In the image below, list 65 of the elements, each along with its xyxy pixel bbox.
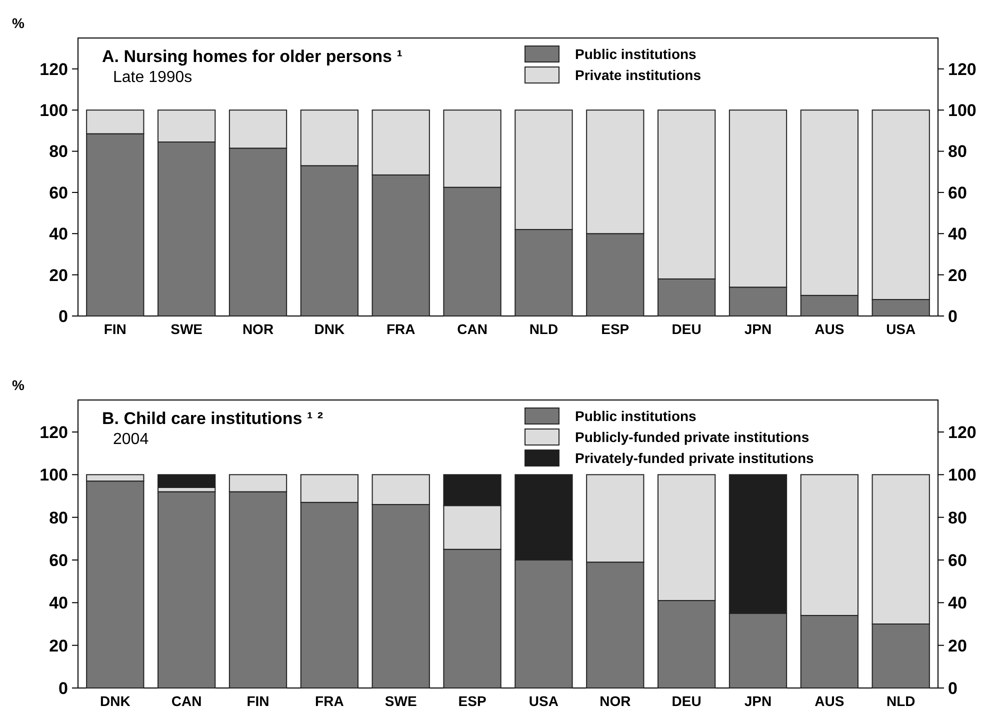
text: Late 1990s <box>113 69 192 86</box>
y2-tick-label: 40 <box>948 224 967 244</box>
y-tick-label: 100 <box>40 101 68 120</box>
x-tick-label: JPN <box>744 693 772 709</box>
y-tick-label: 0 <box>58 678 68 698</box>
x-tick-label: AUS <box>814 693 844 709</box>
y-tick-label: 120 <box>40 60 68 79</box>
legend-label: Public institutions <box>575 408 697 424</box>
x-tick-label: NLD <box>529 321 558 337</box>
x-tick-label: AUS <box>814 321 844 337</box>
y-tick-label: 0 <box>58 306 68 326</box>
y2-tick-label: 60 <box>948 183 967 202</box>
y2-tick-label: 0 <box>948 306 958 326</box>
y-tick-label: 100 <box>40 466 68 485</box>
y-tick-label: 120 <box>40 422 68 442</box>
x-tick-label: CAN <box>171 693 202 709</box>
y2-tick-label: 120 <box>948 60 976 79</box>
bar <box>158 474 216 488</box>
x-tick-label: DEU <box>672 321 702 337</box>
legend-label: Private institutions <box>575 66 702 83</box>
text: B. Child care institutions ¹ ² <box>102 409 324 428</box>
y2-tick-label: 80 <box>948 142 967 162</box>
x-tick-label: SWE <box>170 321 203 337</box>
y2-tick-label: 20 <box>948 636 967 656</box>
y-axis-title: % <box>12 15 25 31</box>
y-tick-label: 80 <box>49 142 68 162</box>
x-tick-label: USA <box>886 321 916 337</box>
x-tick-label: FIN <box>104 321 126 337</box>
x-tick-label: DEU <box>672 693 702 709</box>
x-tick-label: JPN <box>744 321 772 337</box>
x-tick-label: CAN <box>457 321 488 337</box>
y2-tick-label: 120 <box>948 422 976 442</box>
x-tick-label: DNK <box>100 693 130 709</box>
y-tick-label: 40 <box>49 224 68 244</box>
x-tick-label: NOR <box>600 693 631 709</box>
x-tick-label: ESP <box>458 693 486 709</box>
x-tick-label: ESP <box>601 321 630 337</box>
y-tick-label: 60 <box>49 550 68 570</box>
text: A. Nursing homes for older persons ¹ <box>102 47 403 66</box>
x-tick-label: SWE <box>384 693 417 709</box>
x-tick-label: DNK <box>314 321 345 337</box>
y-tick-label: 40 <box>49 594 68 613</box>
y2-tick-label: 80 <box>948 508 967 528</box>
legend-label: Public institutions <box>575 46 697 62</box>
legend-label: Publicly-funded private institutions <box>575 428 810 445</box>
x-tick-label: FRA <box>386 321 416 337</box>
y-tick-label: 20 <box>49 636 68 656</box>
y2-tick-label: 100 <box>948 101 976 120</box>
y-tick-label: 20 <box>49 266 68 285</box>
x-tick-label: FIN <box>246 693 270 709</box>
y-axis-title: % <box>12 377 25 393</box>
y2-tick-label: 40 <box>948 594 967 613</box>
y-tick-label: 60 <box>49 183 68 202</box>
legend-label: Privately-funded private institutions <box>575 450 814 466</box>
y-tick-label: 80 <box>49 508 68 528</box>
y2-tick-label: 100 <box>948 466 976 485</box>
bar <box>158 491 216 688</box>
text: 2004 <box>113 431 149 448</box>
x-tick-label: NLD <box>886 693 916 709</box>
y2-tick-label: 20 <box>948 266 967 285</box>
x-tick-label: FRA <box>315 693 344 709</box>
x-tick-label: USA <box>528 693 558 709</box>
x-tick-label: NOR <box>242 321 274 337</box>
y2-tick-label: 60 <box>948 550 967 570</box>
y2-tick-label: 0 <box>948 678 958 698</box>
